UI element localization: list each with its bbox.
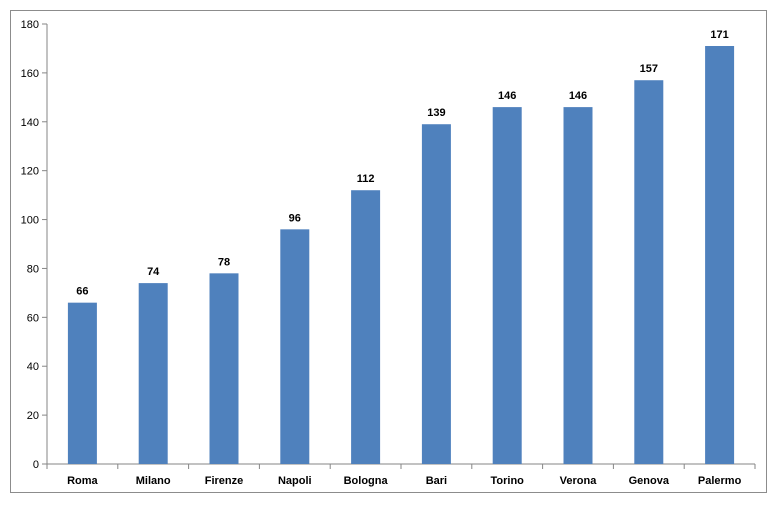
y-tick-label: 40 xyxy=(27,361,39,373)
y-tick-label: 80 xyxy=(27,263,39,275)
data-label-milano: 74 xyxy=(147,266,160,278)
category-label-bari: Bari xyxy=(426,475,447,487)
y-tick-label: 0 xyxy=(33,459,39,471)
y-tick-label: 20 xyxy=(27,410,39,422)
data-label-palermo: 171 xyxy=(710,29,728,41)
y-tick-label: 160 xyxy=(21,68,39,80)
bar-milano xyxy=(138,283,168,464)
category-label-palermo: Palermo xyxy=(698,475,742,487)
data-label-firenze: 78 xyxy=(218,256,230,268)
category-label-bologna: Bologna xyxy=(344,475,389,487)
category-label-genova: Genova xyxy=(629,475,670,487)
y-tick-label: 140 xyxy=(21,117,39,129)
data-label-genova: 157 xyxy=(640,63,658,75)
data-label-bologna: 112 xyxy=(357,173,375,185)
y-tick-label: 180 xyxy=(21,19,39,31)
bar-bari xyxy=(421,124,451,464)
bar-firenze xyxy=(209,273,239,464)
data-label-bari: 139 xyxy=(427,107,445,119)
category-label-roma: Roma xyxy=(67,475,98,487)
category-label-verona: Verona xyxy=(560,475,598,487)
bar-bologna xyxy=(351,190,381,464)
bar-genova xyxy=(634,80,664,464)
y-tick-label: 60 xyxy=(27,312,39,324)
bar-palermo xyxy=(705,46,735,464)
data-label-roma: 66 xyxy=(76,286,88,298)
bar-napoli xyxy=(280,229,310,464)
bar-torino xyxy=(492,107,522,464)
y-tick-label: 100 xyxy=(21,215,39,227)
category-label-napoli: Napoli xyxy=(278,475,312,487)
data-label-torino: 146 xyxy=(498,90,516,102)
data-label-napoli: 96 xyxy=(289,212,301,224)
y-tick-label: 120 xyxy=(21,166,39,178)
category-label-torino: Torino xyxy=(490,475,524,487)
bar-verona xyxy=(563,107,593,464)
category-label-milano: Milano xyxy=(136,475,171,487)
bar-roma xyxy=(67,302,97,464)
category-label-firenze: Firenze xyxy=(205,475,244,487)
data-label-verona: 146 xyxy=(569,90,587,102)
